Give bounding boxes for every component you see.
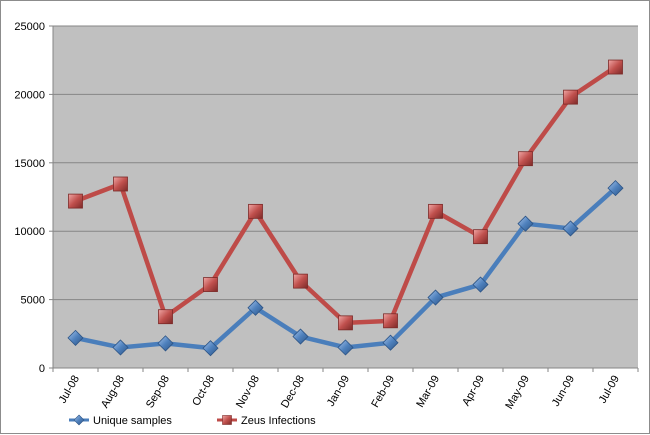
series-1 (68, 59, 623, 331)
series-0 (67, 180, 624, 357)
data-point (248, 203, 263, 219)
data-point (247, 299, 264, 316)
x-tick-label: Jul-08 (57, 374, 82, 406)
legend-item: Zeus Infections (217, 415, 316, 427)
x-tick-label: Dec-08 (279, 374, 307, 411)
y-tick-label: 15000 (14, 158, 45, 170)
legend-item: Unique samples (69, 414, 172, 427)
data-point (68, 193, 83, 209)
data-point (113, 176, 128, 192)
data-point (473, 229, 488, 245)
x-tick-label: Sep-08 (144, 374, 172, 411)
data-point (472, 276, 489, 293)
x-tick-label: Apr-09 (460, 374, 487, 409)
x-tick-label: Mar-09 (414, 374, 442, 410)
data-point (562, 220, 579, 237)
x-tick-label: Jun-09 (550, 374, 577, 409)
x-tick-label: Aug-08 (99, 374, 127, 411)
y-tick-label: 10000 (14, 226, 45, 238)
x-axis-ticks: Jul-08 Aug-08 Sep-08 Oct-08 Nov-08 Dec-08 Jan-… (52, 368, 639, 412)
x-tick-label: Jan-09 (325, 374, 352, 409)
legend-label: Unique samples (93, 415, 172, 427)
data-point (383, 313, 398, 329)
data-point (517, 215, 534, 232)
x-tick-label: Oct-08 (190, 374, 217, 409)
data-point (382, 334, 399, 351)
data-point (293, 273, 308, 289)
data-point (427, 289, 444, 306)
data-point (608, 59, 623, 75)
data-point (292, 328, 309, 345)
data-point (67, 329, 84, 346)
gridlines (53, 25, 638, 301)
data-point (157, 335, 174, 352)
data-point (203, 277, 218, 292)
legend-marker (73, 414, 85, 426)
data-point (338, 315, 353, 331)
y-tick-label: 20000 (14, 89, 45, 101)
data-point (607, 180, 624, 197)
y-tick-label: 25000 (14, 21, 45, 33)
data-point (112, 339, 129, 356)
legend-label: Zeus Infections (241, 415, 316, 427)
x-tick-label: May-09 (503, 374, 532, 412)
y-axis-ticks: 0 5000 10000 15000 20000 25000 (14, 21, 53, 375)
data-point (563, 89, 578, 105)
y-tick-label: 0 (39, 363, 45, 375)
data-point (518, 151, 533, 167)
data-point (158, 309, 173, 325)
plot-area (53, 26, 638, 368)
x-tick-label: Jul-09 (597, 374, 622, 406)
x-tick-label: Feb-09 (369, 374, 397, 410)
legend-marker (222, 415, 232, 425)
legend: Unique samples Zeus Infections (69, 414, 316, 427)
data-point (337, 339, 354, 356)
series-group (67, 59, 624, 357)
y-tick-label: 5000 (21, 295, 45, 307)
data-point (202, 340, 219, 357)
data-point (428, 203, 443, 219)
x-tick-label: Nov-08 (234, 374, 262, 411)
